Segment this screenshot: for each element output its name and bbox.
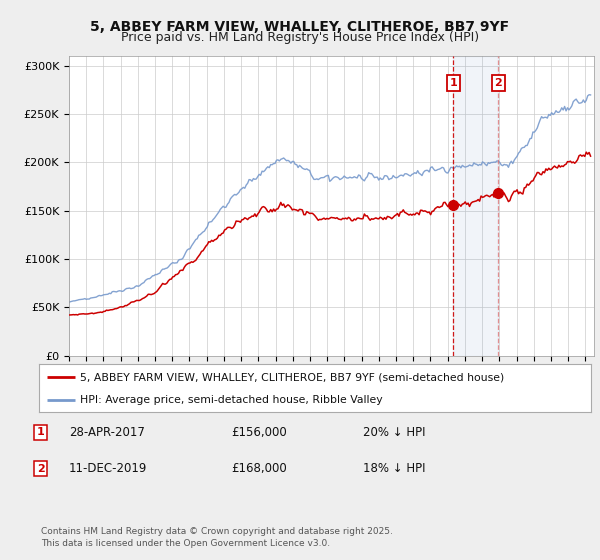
Text: HPI: Average price, semi-detached house, Ribble Valley: HPI: Average price, semi-detached house,… xyxy=(80,395,383,405)
Bar xyxy=(453,56,498,356)
Text: 28-APR-2017: 28-APR-2017 xyxy=(69,426,145,439)
Text: 2: 2 xyxy=(494,78,502,88)
Text: £168,000: £168,000 xyxy=(231,462,287,475)
Text: 1: 1 xyxy=(449,78,457,88)
Text: 2: 2 xyxy=(37,464,44,474)
Text: 5, ABBEY FARM VIEW, WHALLEY, CLITHEROE, BB7 9YF (semi-detached house): 5, ABBEY FARM VIEW, WHALLEY, CLITHEROE, … xyxy=(80,372,505,382)
Text: Price paid vs. HM Land Registry's House Price Index (HPI): Price paid vs. HM Land Registry's House … xyxy=(121,31,479,44)
Text: 1: 1 xyxy=(37,427,44,437)
Text: £156,000: £156,000 xyxy=(231,426,287,439)
Text: 20% ↓ HPI: 20% ↓ HPI xyxy=(363,426,425,439)
Text: 11-DEC-2019: 11-DEC-2019 xyxy=(69,462,148,475)
Text: 5, ABBEY FARM VIEW, WHALLEY, CLITHEROE, BB7 9YF: 5, ABBEY FARM VIEW, WHALLEY, CLITHEROE, … xyxy=(91,20,509,34)
Text: Contains HM Land Registry data © Crown copyright and database right 2025.
This d: Contains HM Land Registry data © Crown c… xyxy=(41,527,392,548)
Text: 18% ↓ HPI: 18% ↓ HPI xyxy=(363,462,425,475)
